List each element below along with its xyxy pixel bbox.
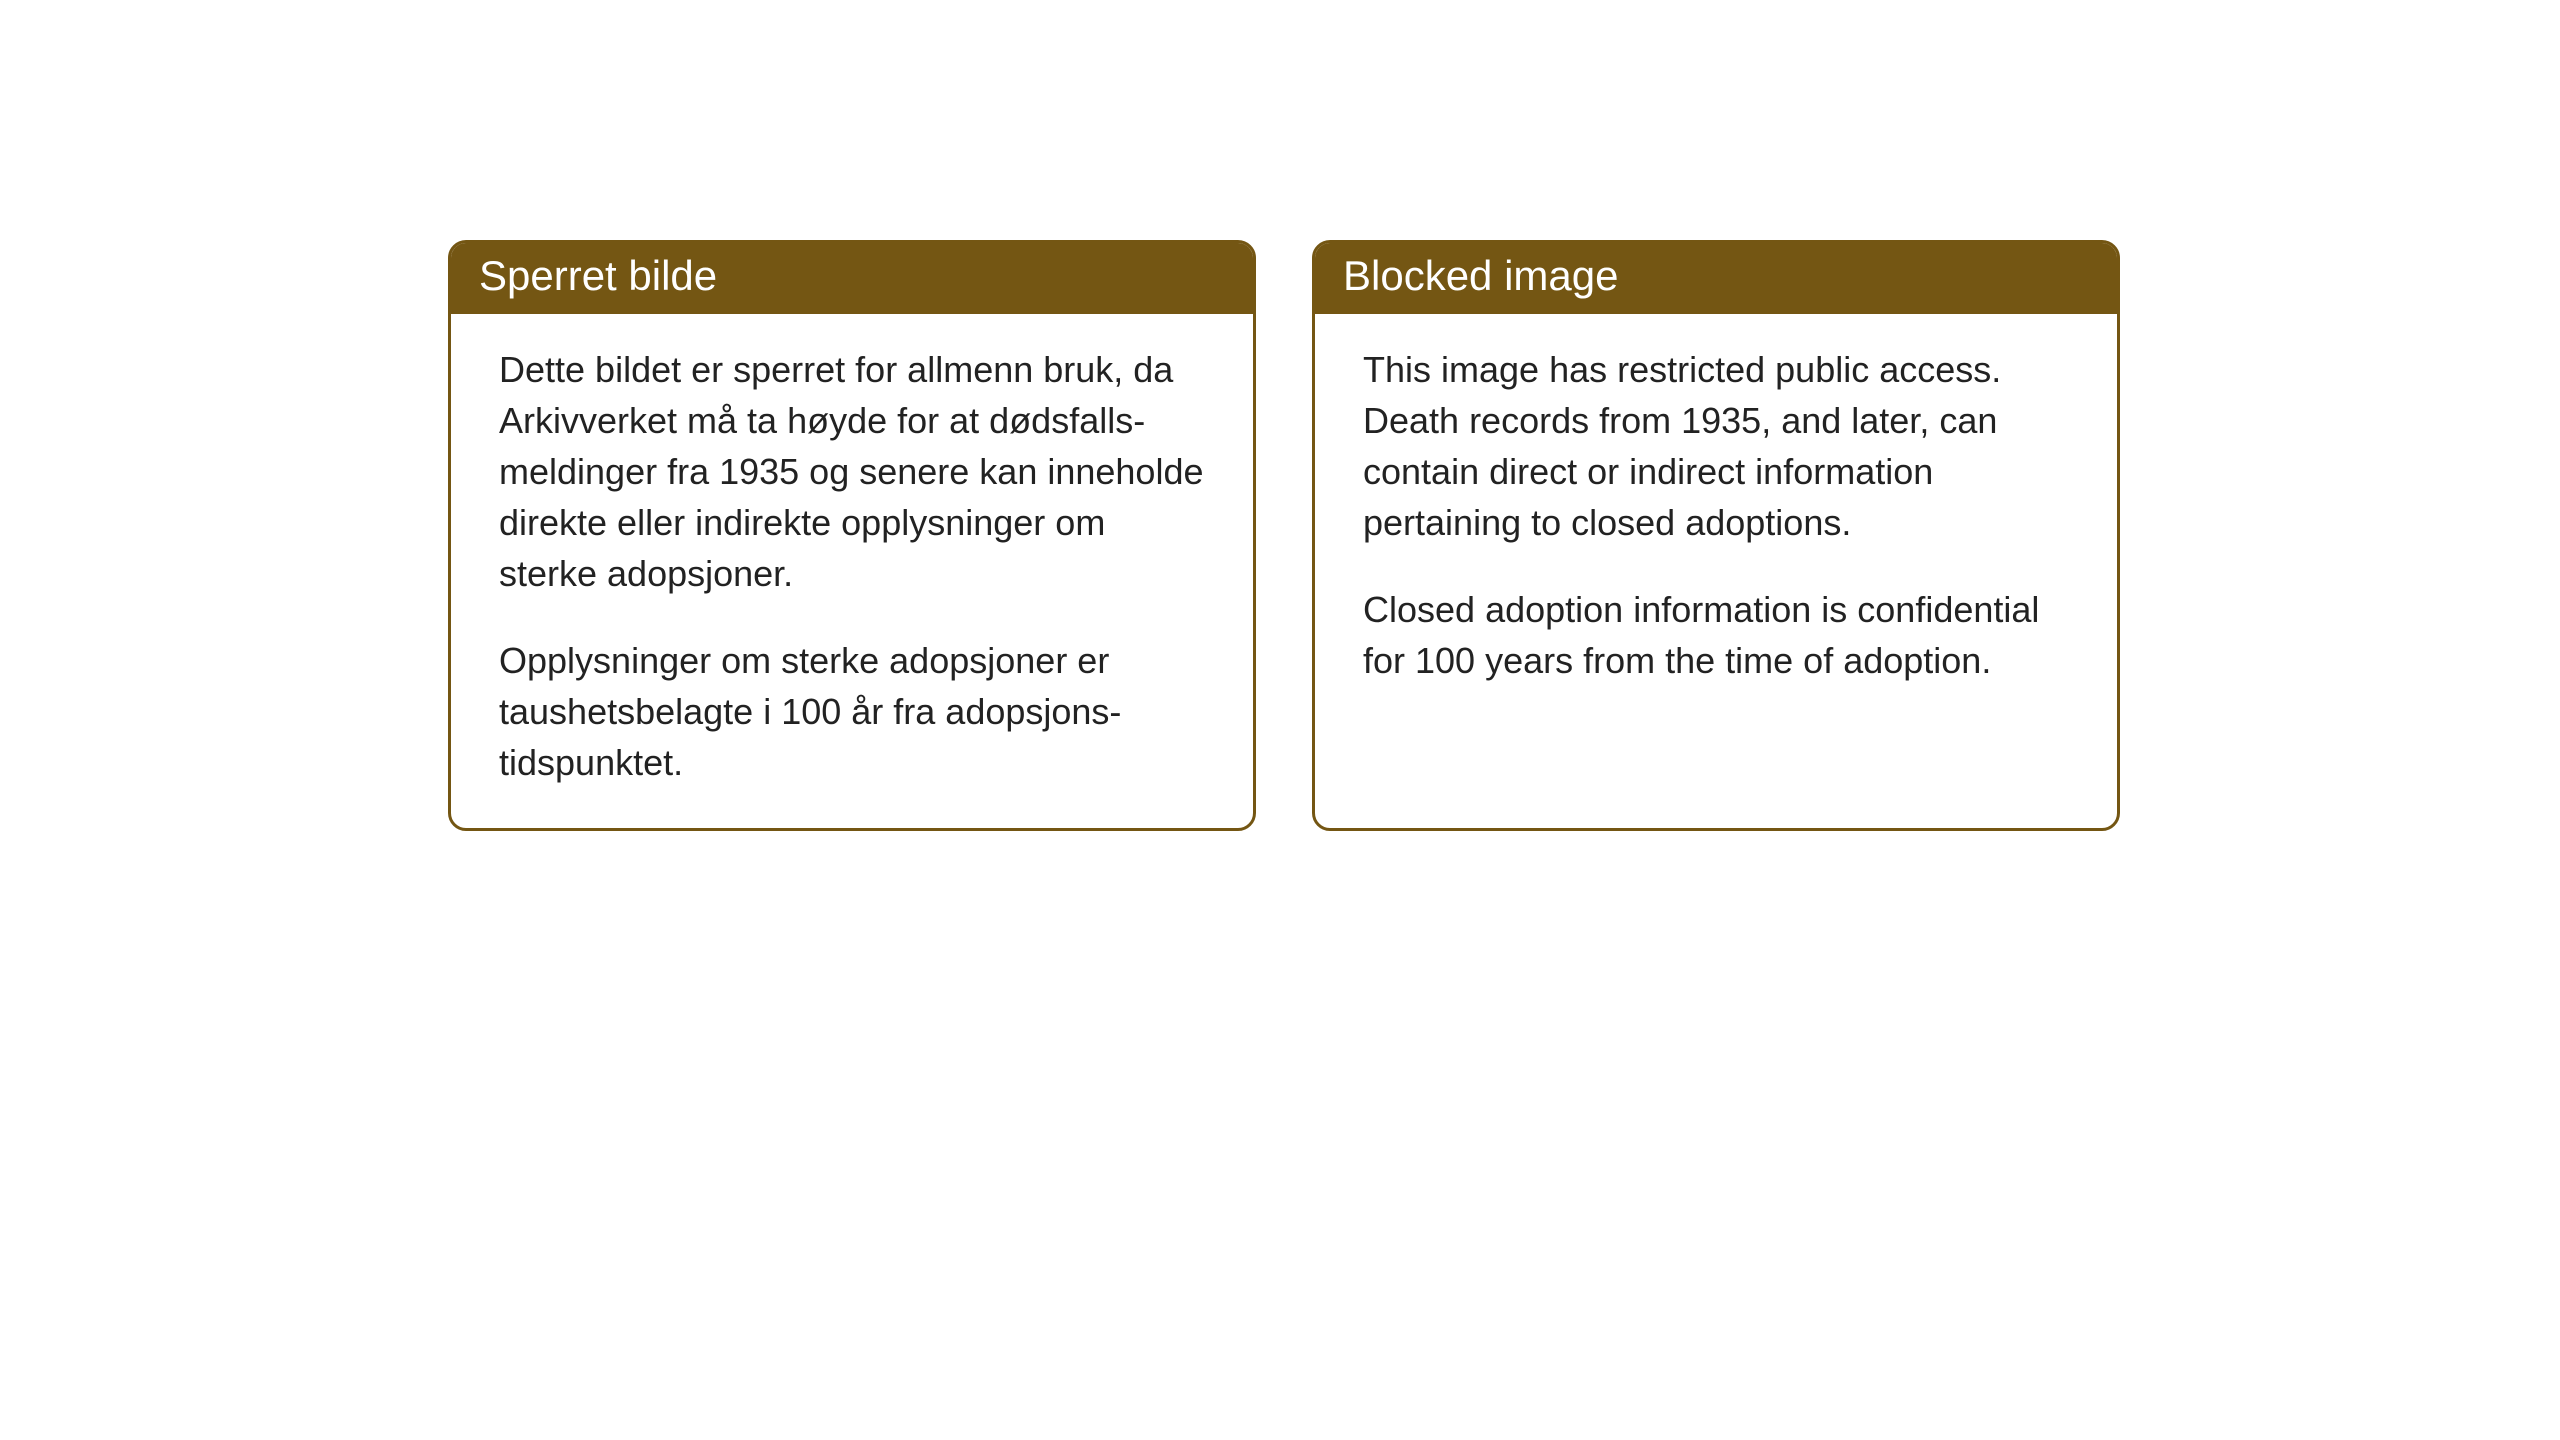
card-header-norwegian: Sperret bilde <box>451 243 1253 314</box>
card-header-english: Blocked image <box>1315 243 2117 314</box>
card-body-english: This image has restricted public access.… <box>1315 314 2117 727</box>
card-paragraph-2-english: Closed adoption information is confident… <box>1363 584 2069 686</box>
card-paragraph-1-norwegian: Dette bildet er sperret for allmenn bruk… <box>499 344 1205 600</box>
card-body-norwegian: Dette bildet er sperret for allmenn bruk… <box>451 314 1253 829</box>
notice-card-english: Blocked image This image has restricted … <box>1312 240 2120 831</box>
card-paragraph-1-english: This image has restricted public access.… <box>1363 344 2069 548</box>
card-title-english: Blocked image <box>1343 252 1618 299</box>
card-paragraph-2-norwegian: Opplysninger om sterke adopsjoner er tau… <box>499 635 1205 788</box>
notice-cards-container: Sperret bilde Dette bildet er sperret fo… <box>448 240 2120 831</box>
notice-card-norwegian: Sperret bilde Dette bildet er sperret fo… <box>448 240 1256 831</box>
card-title-norwegian: Sperret bilde <box>479 252 717 299</box>
